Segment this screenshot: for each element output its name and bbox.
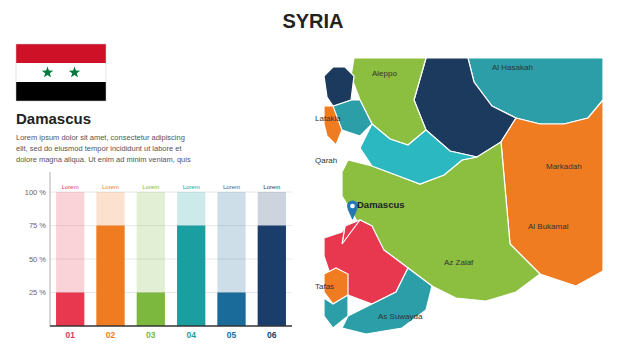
map-label: Tafas [315, 282, 334, 291]
bars [56, 192, 286, 326]
flag-stripe [16, 82, 106, 101]
bar-top-label: Lorem [183, 184, 200, 190]
bar [217, 293, 245, 326]
bar-top-label: Lorem [142, 184, 159, 190]
x-tick-label: 06 [267, 330, 277, 340]
bar [96, 226, 124, 326]
map-label: Az Zalaf [444, 258, 474, 267]
bar-top-label: Lorem [102, 184, 119, 190]
bar-track [56, 192, 84, 326]
map-region [324, 220, 408, 304]
bar [177, 226, 205, 326]
grid-line [50, 192, 292, 193]
x-tick-label: 02 [106, 330, 116, 340]
flag-star [69, 67, 80, 78]
flag-border [16, 44, 106, 101]
map [324, 58, 603, 334]
y-axis [50, 172, 51, 326]
flag [16, 44, 106, 101]
map-label: Qarah [315, 156, 337, 165]
x-tick-label: 04 [186, 330, 196, 340]
y-tick-label: 25 % [29, 288, 46, 297]
bar-track [137, 192, 165, 326]
map-region [324, 67, 354, 106]
map-region [360, 124, 477, 184]
map-label: Damascus [357, 199, 405, 210]
grid-line [50, 292, 292, 293]
map-label: As Suwayda [378, 312, 423, 321]
background [0, 0, 626, 352]
flag-stripe [16, 44, 106, 63]
bar-track [217, 192, 245, 326]
x-tick-label: 05 [227, 330, 237, 340]
map-label: Markadah [546, 162, 582, 171]
y-tick-label: 75 % [29, 221, 46, 230]
y-tick-label: 100 % [25, 188, 47, 197]
title: SYRIA [282, 10, 343, 32]
map-region [324, 106, 342, 145]
x-tick-label: 01 [65, 330, 75, 340]
map-label: Al Hasakah [492, 63, 533, 72]
bar-top-label: Lorem [62, 184, 79, 190]
bar [137, 293, 165, 326]
grid-line [50, 225, 292, 226]
bar-track [177, 192, 205, 326]
chart: SYRIA Damascus Lorem ipsum dolor sit amet,… [0, 0, 626, 352]
bar-top-label: Lorem [263, 184, 280, 190]
map-pin [350, 204, 355, 209]
map-label: Latakia [315, 114, 341, 123]
bar-top-label: Lorem [223, 184, 240, 190]
map-region [342, 268, 432, 334]
bar-track [258, 192, 286, 326]
map-label: Aleppo [372, 69, 397, 78]
grid-line [50, 259, 292, 260]
x-axis [50, 325, 292, 327]
paragraph: Lorem ipsum dolor sit amet, consectetur … [16, 133, 191, 164]
bar [258, 226, 286, 326]
subtitle: Damascus [16, 110, 91, 127]
flag-star [42, 67, 53, 78]
bar-track [96, 192, 124, 326]
map-label: Al Bukamal [528, 222, 569, 231]
flag-stripe [16, 63, 106, 82]
x-tick-label: 03 [146, 330, 156, 340]
y-tick-label: 50 % [29, 255, 46, 264]
bar [56, 293, 84, 326]
